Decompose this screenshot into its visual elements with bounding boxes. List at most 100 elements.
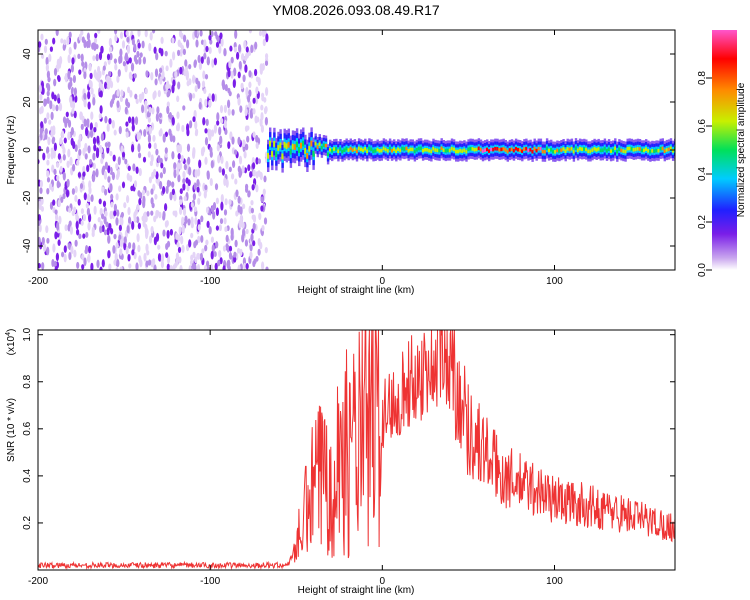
- spectrogram-cell: [169, 191, 173, 201]
- spectrogram-cell: [220, 155, 224, 164]
- spectrogram-cell: [62, 154, 66, 161]
- spectrogram-cell: [177, 246, 182, 254]
- spectrogram-cell: [574, 146, 578, 150]
- spectrogram-cell: [228, 90, 232, 97]
- spectrogram-cell: [220, 193, 224, 203]
- spectrogram-cell: [79, 183, 84, 189]
- spectrogram-cell: [152, 134, 156, 142]
- spectrogram-cell: [198, 101, 202, 110]
- spectrogram-cell: [212, 211, 216, 220]
- spectrogram-cell: [108, 118, 112, 125]
- spectrogram-cell: [208, 34, 212, 41]
- spectrogram-cell: [167, 89, 171, 97]
- spectrogram-cell: [261, 92, 265, 98]
- spectrogram-cell: [83, 257, 87, 267]
- spectrogram-cell: [122, 60, 126, 67]
- spectrogram-cell: [192, 251, 196, 259]
- spectrogram-cell: [52, 125, 56, 133]
- spectrogram-cell: [436, 148, 439, 153]
- spectrogram-cell: [62, 193, 66, 200]
- spectrogram-cell: [116, 75, 120, 83]
- spectrogram-cell: [87, 101, 91, 110]
- spectrogram-cell: [252, 162, 256, 170]
- spectrogram-cell: [173, 193, 177, 202]
- spectrogram-cell: [51, 164, 55, 173]
- spectrogram-cell: [257, 77, 261, 86]
- spectrogram-cell: [134, 116, 139, 125]
- spectrogram-cell: [138, 198, 142, 206]
- spectrogram-cell: [630, 147, 633, 151]
- spectrogram-cell: [141, 104, 145, 114]
- spectrogram-cell: [162, 166, 166, 175]
- spectrogram-cell: [213, 124, 217, 134]
- spectrogram-cell: [145, 243, 149, 253]
- spectrogram-cell: [107, 141, 111, 148]
- spectrogram-cell: [199, 30, 203, 37]
- spectrogram-cell: [649, 149, 652, 154]
- spectrogram-cell: [164, 50, 168, 57]
- spectrogram-cell: [129, 74, 133, 80]
- spectrogram-cell: [417, 146, 421, 151]
- spectrogram-cell: [535, 148, 538, 153]
- spectrogram-cell: [210, 205, 215, 214]
- spectrogram-cell: [55, 30, 59, 37]
- spectrogram-cell: [186, 143, 191, 152]
- snr-series-line: [38, 330, 675, 570]
- snr-y-multiplier: (x104): [5, 329, 17, 356]
- spectrogram-cell: [158, 129, 162, 137]
- spectrogram-cell: [186, 39, 190, 49]
- spectrogram-cell: [215, 207, 219, 216]
- spectrogram-cell: [107, 165, 111, 174]
- spectrogram-cell: [357, 146, 361, 151]
- spectrogram-cell: [220, 37, 224, 47]
- spectrogram-cell: [120, 217, 124, 226]
- spectrogram-cell: [251, 184, 255, 191]
- spectrogram-cell: [38, 145, 42, 152]
- colorbar-tick-label: 0.6: [697, 119, 708, 133]
- spectrogram-cell: [252, 131, 256, 138]
- spectrogram-cell: [157, 253, 162, 262]
- spectrogram-cell: [219, 257, 223, 265]
- spectrogram-cell: [75, 220, 79, 230]
- spectrogram-cell: [64, 73, 68, 83]
- spectrogram-cell: [255, 86, 259, 95]
- spectrogram-cell: [89, 129, 94, 138]
- spectrogram-cell: [663, 149, 666, 153]
- spectrogram-cell: [384, 147, 388, 152]
- spectrogram-cell: [158, 47, 162, 54]
- spectrogram-cell: [79, 111, 83, 120]
- spectrogram-cell: [169, 228, 173, 236]
- spectrogram-cell: [178, 226, 182, 235]
- spectrogram-cell: [411, 147, 414, 152]
- spectrogram-cell: [302, 140, 305, 147]
- spectrogram-cell: [527, 148, 530, 153]
- spectrogram-cell: [225, 234, 229, 243]
- spectrogram-cell: [216, 144, 220, 152]
- spectrogram-cell: [578, 146, 582, 151]
- spectrogram-cell: [87, 221, 91, 231]
- spectrogram-cell: [69, 156, 73, 166]
- spectrogram-cell: [228, 245, 233, 252]
- spectrogram-cell: [386, 149, 390, 153]
- spectrogram-cell: [215, 225, 219, 231]
- spectrogram-cell: [255, 157, 259, 165]
- spectrogram-y-axis-label: Frequency (Hz): [6, 116, 17, 185]
- spectrogram-cell: [597, 147, 600, 151]
- spectrogram-cell: [215, 241, 219, 249]
- spectrogram-y-ticks: -40 -20 0 20 40: [22, 48, 675, 253]
- spectrogram-cell: [197, 235, 201, 244]
- spectrogram-cell: [169, 265, 173, 270]
- spectrogram-cell: [264, 105, 268, 113]
- spectrogram-cell: [366, 149, 369, 154]
- spectrogram-cell: [566, 147, 569, 151]
- spectrogram-cell: [640, 148, 644, 153]
- spectrogram-cell: [114, 63, 118, 71]
- spectrogram-cell: [155, 171, 159, 180]
- spectrogram-cell: [128, 116, 132, 124]
- snr-y-tick-label: 0.6: [22, 421, 33, 435]
- spectrogram-cell: [179, 265, 183, 270]
- spectrogram-cell: [190, 202, 194, 208]
- spectrogram-cell: [58, 102, 63, 112]
- spectrogram-cell: [138, 95, 143, 104]
